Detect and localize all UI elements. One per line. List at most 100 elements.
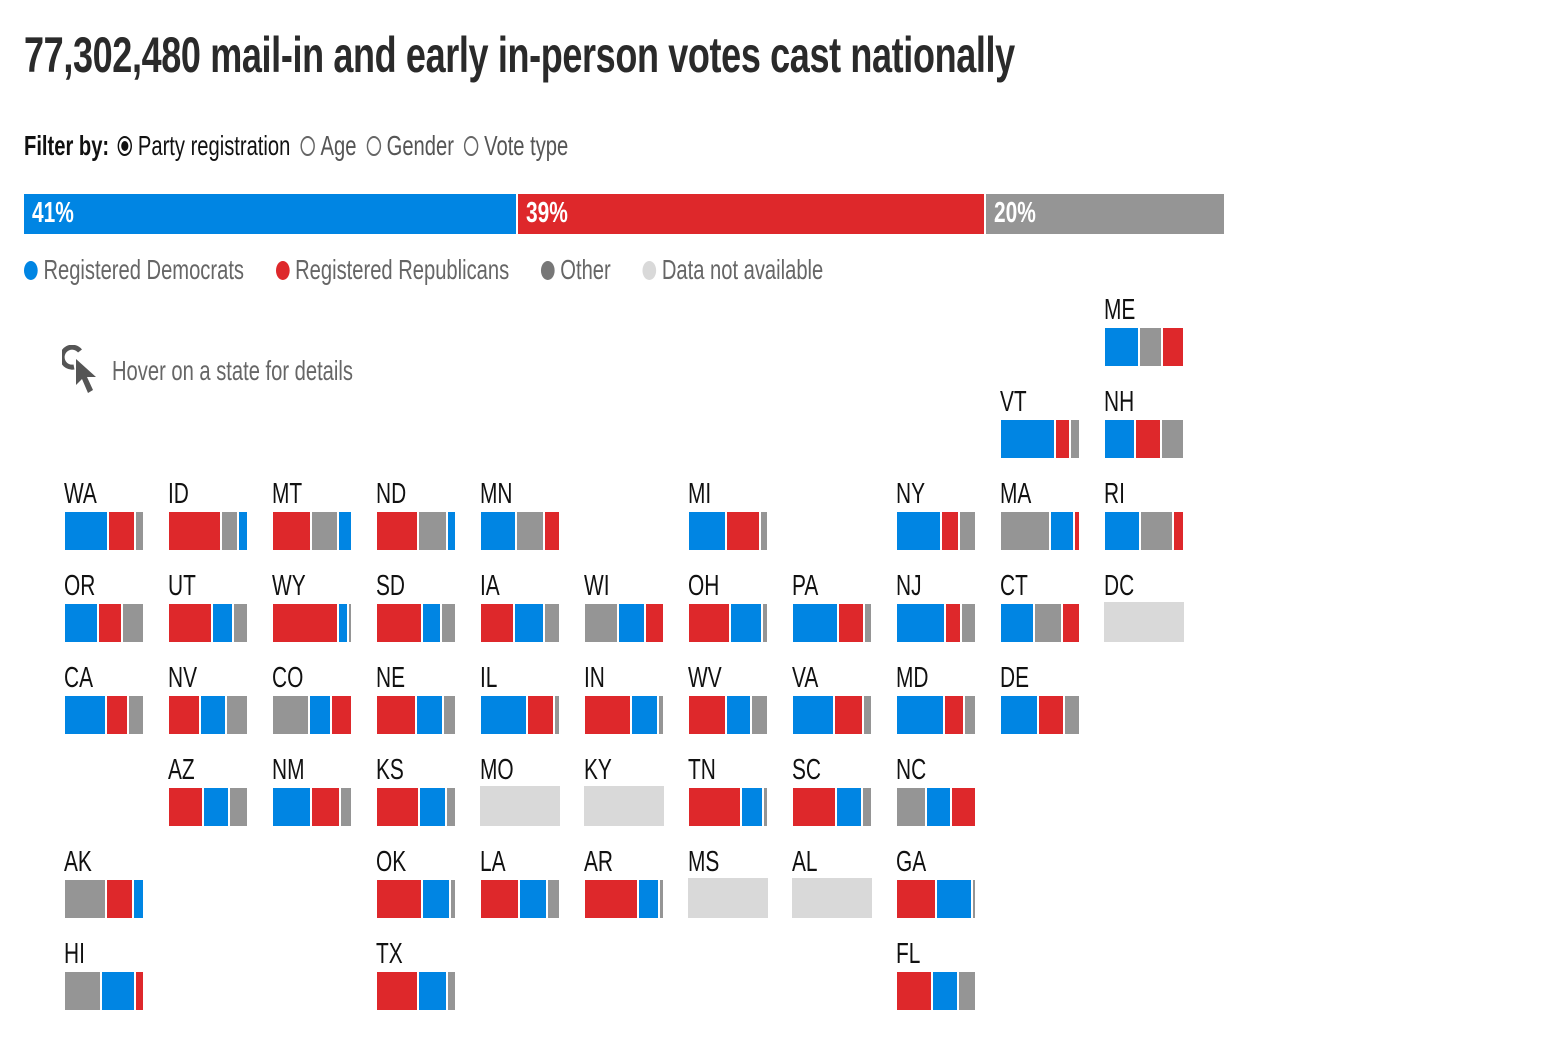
state-bar — [273, 788, 351, 826]
state-tile-wa[interactable]: WA — [64, 478, 144, 558]
state-tile-tn[interactable]: TN — [688, 754, 768, 834]
state-tile-ks[interactable]: KS — [376, 754, 456, 834]
state-tile-la[interactable]: LA — [480, 846, 560, 926]
state-bar-segment-dem — [336, 604, 348, 642]
state-label: NH — [1104, 386, 1135, 418]
state-tile-ut[interactable]: UT — [168, 570, 248, 650]
state-tile-nv[interactable]: NV — [168, 662, 248, 742]
state-tile-ga[interactable]: GA — [896, 846, 976, 926]
radio-unselected-icon[interactable] — [300, 136, 315, 156]
state-bar-segment-rep — [1134, 420, 1160, 458]
state-tile-sc[interactable]: SC — [792, 754, 872, 834]
state-label: VT — [1000, 386, 1027, 418]
state-tile-oh[interactable]: OH — [688, 570, 768, 650]
state-tile-il[interactable]: IL — [480, 662, 560, 742]
state-tile-ar[interactable]: AR — [584, 846, 664, 926]
state-tile-al[interactable]: AL — [792, 846, 872, 926]
state-tile-me[interactable]: ME — [1104, 294, 1184, 374]
state-tile-nh[interactable]: NH — [1104, 386, 1184, 466]
state-bar-segment-other — [762, 788, 767, 826]
state-tile-ky[interactable]: KY — [584, 754, 664, 834]
state-bar-segment-rep — [377, 972, 418, 1010]
state-tile-co[interactable]: CO — [272, 662, 352, 742]
state-bar-segment-rep — [943, 696, 964, 734]
filter-bar: Filter by: Party registration Age Gender… — [24, 130, 794, 166]
state-bar-segment-other — [863, 604, 871, 642]
state-tile-nc[interactable]: NC — [896, 754, 976, 834]
state-tile-dc[interactable]: DC — [1104, 570, 1184, 650]
state-bar-segment-rep — [273, 512, 310, 550]
state-tile-ri[interactable]: RI — [1104, 478, 1184, 558]
state-bar-segment-rep — [585, 696, 631, 734]
state-label: LA — [480, 846, 506, 878]
state-bar-segment-dem — [273, 788, 310, 826]
filter-option-vote-type[interactable]: Vote type — [463, 130, 568, 162]
state-tile-ms[interactable]: MS — [688, 846, 768, 926]
state-tile-hi[interactable]: HI — [64, 938, 144, 1018]
state-bar-segment-other — [897, 788, 925, 826]
state-label: MA — [1000, 478, 1032, 510]
state-bar-segment-rep — [897, 880, 936, 918]
state-bar-segment-other — [225, 696, 247, 734]
state-tile-ak[interactable]: AK — [64, 846, 144, 926]
state-tile-mi[interactable]: MI — [688, 478, 768, 558]
state-tile-va[interactable]: VA — [792, 662, 872, 742]
state-tile-pa[interactable]: PA — [792, 570, 872, 650]
state-bar-segment-rep — [526, 696, 553, 734]
state-tile-md[interactable]: MD — [896, 662, 976, 742]
state-bar-segment-other — [585, 604, 617, 642]
filter-option-age[interactable]: Age — [300, 130, 356, 162]
state-tile-in[interactable]: IN — [584, 662, 664, 742]
state-tile-az[interactable]: AZ — [168, 754, 248, 834]
state-tile-mn[interactable]: MN — [480, 478, 560, 558]
filter-option-party-registration[interactable]: Party registration — [117, 130, 290, 162]
state-tile-de[interactable]: DE — [1000, 662, 1080, 742]
state-bar-segment-dem — [481, 696, 527, 734]
state-bar-segment-dem — [446, 512, 455, 550]
state-tile-wv[interactable]: WV — [688, 662, 768, 742]
state-tile-or[interactable]: OR — [64, 570, 144, 650]
state-bar-segment-dem — [100, 972, 135, 1010]
state-bar — [65, 604, 143, 642]
state-bar-data-not-available — [792, 878, 872, 918]
radio-unselected-icon[interactable] — [366, 136, 381, 156]
state-label: DE — [1000, 662, 1030, 694]
state-tile-mo[interactable]: MO — [480, 754, 560, 834]
state-bar-segment-other — [339, 788, 351, 826]
state-bar-segment-other — [971, 880, 975, 918]
state-label: AK — [64, 846, 92, 878]
national-bar-label-republicans: 39% — [526, 197, 568, 229]
state-tile-nd[interactable]: ND — [376, 478, 456, 558]
state-tile-ca[interactable]: CA — [64, 662, 144, 742]
radio-selected-icon[interactable] — [117, 136, 133, 156]
state-bar-segment-rep — [169, 604, 212, 642]
state-tile-ne[interactable]: NE — [376, 662, 456, 742]
state-tile-id[interactable]: ID — [168, 478, 248, 558]
state-bar-segment-other — [120, 604, 143, 642]
state-tile-ny[interactable]: NY — [896, 478, 976, 558]
state-tile-wi[interactable]: WI — [584, 570, 664, 650]
state-tile-mt[interactable]: MT — [272, 478, 352, 558]
state-tile-nm[interactable]: NM — [272, 754, 352, 834]
state-tile-vt[interactable]: VT — [1000, 386, 1080, 466]
state-bar — [273, 604, 351, 642]
state-tile-ma[interactable]: MA — [1000, 478, 1080, 558]
state-tile-ct[interactable]: CT — [1000, 570, 1080, 650]
state-bar — [897, 512, 975, 550]
state-tile-ia[interactable]: IA — [480, 570, 560, 650]
state-bar-segment-rep — [724, 512, 760, 550]
state-tile-nj[interactable]: NJ — [896, 570, 976, 650]
national-stacked-bar: 41% 39% 20% — [24, 194, 1224, 234]
state-bar-segment-other — [760, 604, 767, 642]
state-tile-ok[interactable]: OK — [376, 846, 456, 926]
state-tile-fl[interactable]: FL — [896, 938, 976, 1018]
state-label: TX — [376, 938, 403, 970]
state-label: WA — [64, 478, 97, 510]
state-bar — [793, 604, 871, 642]
filter-option-gender[interactable]: Gender — [366, 130, 454, 162]
state-tile-tx[interactable]: TX — [376, 938, 456, 1018]
state-tile-wy[interactable]: WY — [272, 570, 352, 650]
radio-unselected-icon[interactable] — [463, 136, 479, 156]
state-bar-segment-other — [273, 696, 309, 734]
state-tile-sd[interactable]: SD — [376, 570, 456, 650]
